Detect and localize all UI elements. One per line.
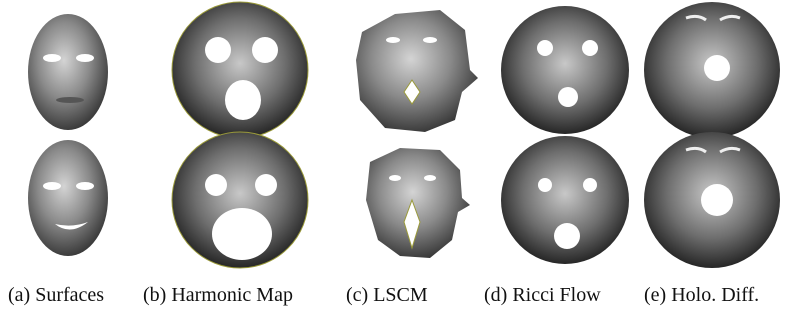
holo-diff-disk xyxy=(644,2,780,138)
ricci-flow-disk xyxy=(501,6,629,134)
surface-face xyxy=(28,140,108,256)
ricci-flow-disk xyxy=(501,136,629,264)
caption: (a) Surfaces xyxy=(8,284,104,306)
caption: (b) Harmonic Map xyxy=(143,284,293,306)
lscm-map xyxy=(366,148,470,258)
caption: (e) Holo. Diff. xyxy=(644,284,759,306)
lscm-map xyxy=(356,10,478,132)
caption: (c) LSCM xyxy=(346,284,428,306)
caption: (d) Ricci Flow xyxy=(484,284,601,306)
harmonic-map-disk xyxy=(172,132,308,268)
figure: (a) Surfaces (b) Harmonic Map (c) LSCM (… xyxy=(0,0,800,316)
harmonic-map-disk xyxy=(172,2,308,138)
holo-diff-disk xyxy=(644,132,780,268)
surface-face xyxy=(28,14,108,130)
